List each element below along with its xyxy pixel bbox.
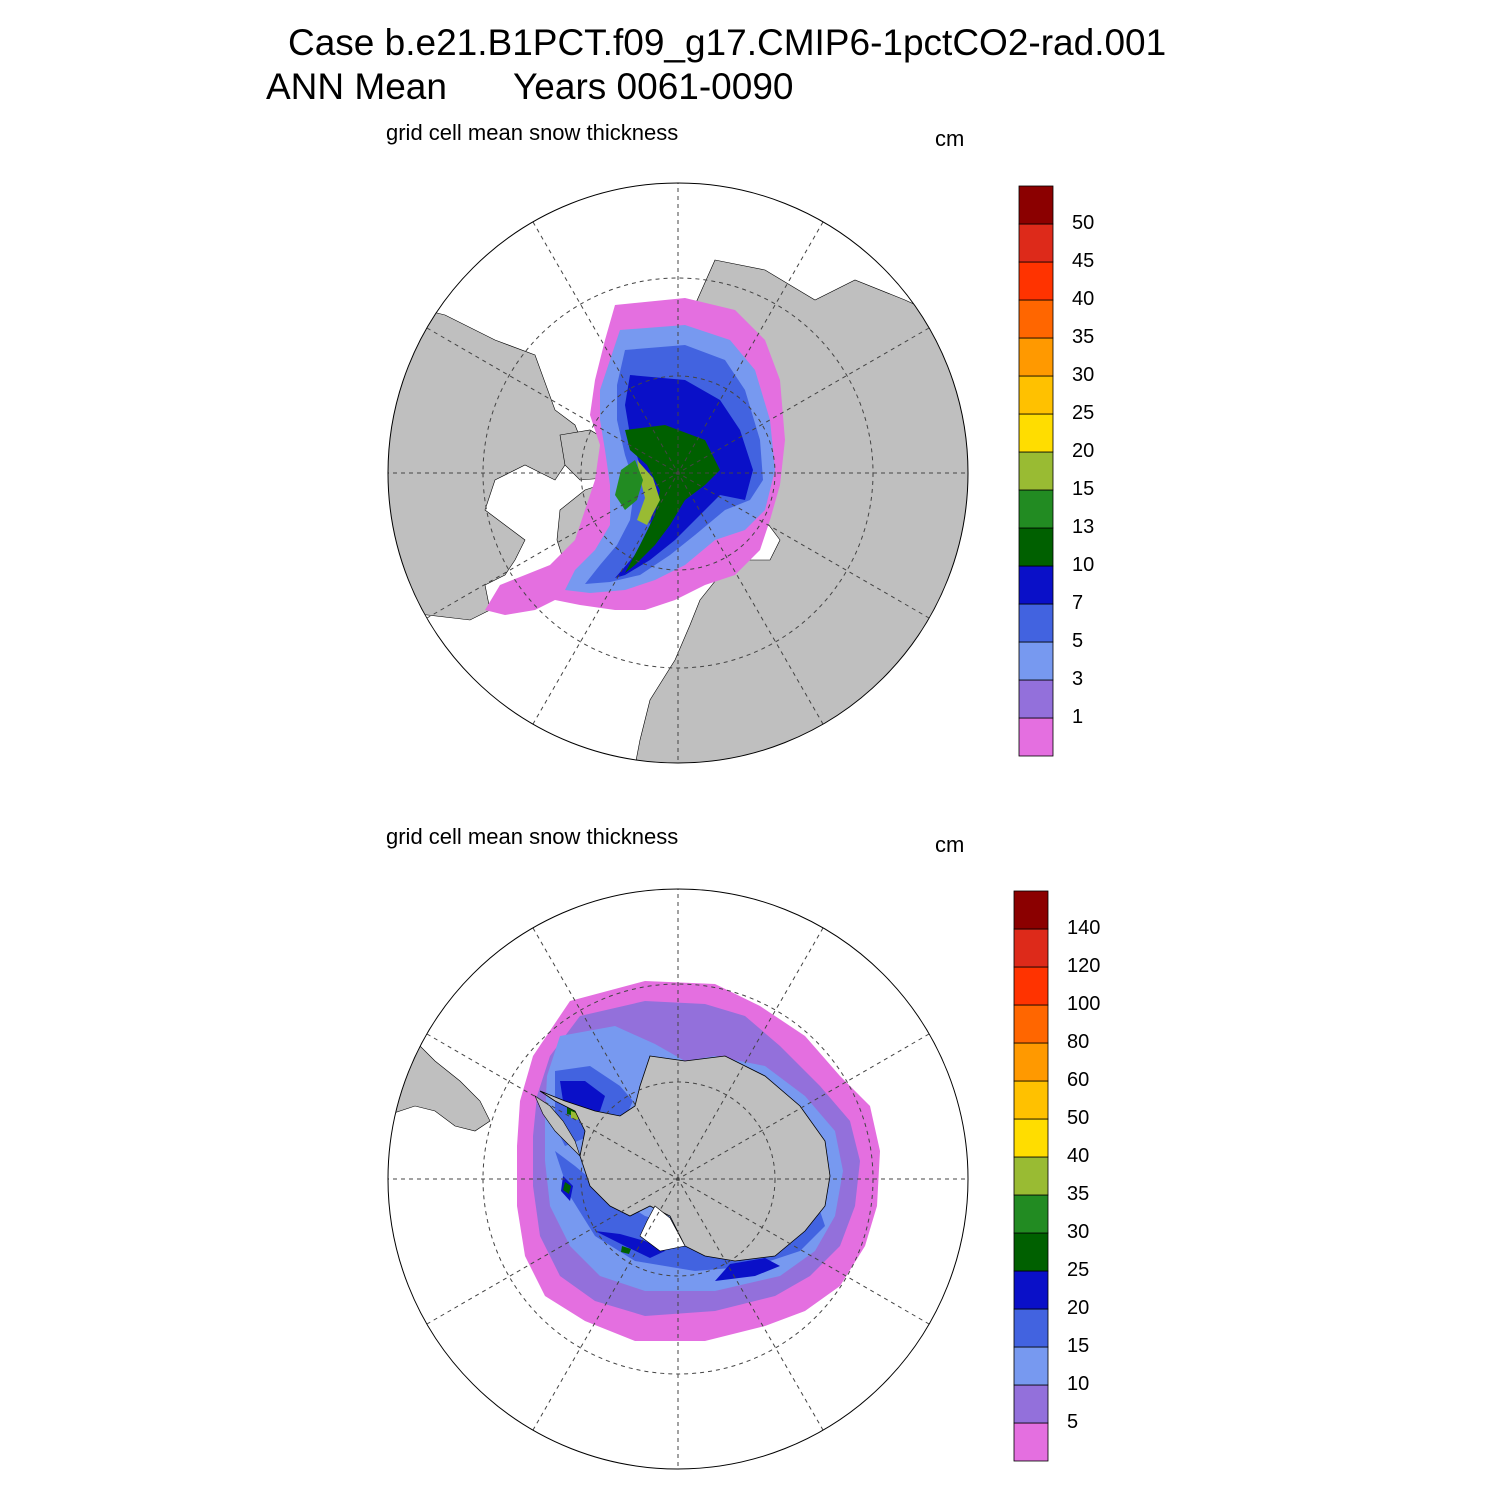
colorbar-label-1: 1 bbox=[1072, 706, 1084, 728]
colorbar-label-20: 20 bbox=[1067, 1297, 1090, 1319]
colorbar-label-140: 140 bbox=[1067, 917, 1101, 939]
south-colorbar bbox=[1013, 890, 1049, 1462]
colorbar-swatch-12 bbox=[1018, 261, 1054, 301]
colorbar-label-10: 10 bbox=[1067, 1373, 1090, 1395]
colorbar-label-45: 45 bbox=[1072, 250, 1095, 272]
colorbar-label-5: 5 bbox=[1072, 630, 1084, 652]
north-colorbar bbox=[1018, 185, 1054, 757]
colorbar-swatch-8 bbox=[1013, 1118, 1049, 1158]
colorbar-swatch-1 bbox=[1018, 679, 1054, 719]
colorbar-label-20: 20 bbox=[1072, 440, 1095, 462]
colorbar-swatch-2 bbox=[1013, 1346, 1049, 1386]
colorbar-swatch-14 bbox=[1013, 890, 1049, 930]
colorbar-label-40: 40 bbox=[1067, 1145, 1090, 1167]
colorbar-swatch-5 bbox=[1018, 527, 1054, 567]
north-america-land bbox=[388, 299, 586, 621]
colorbar-label-10: 10 bbox=[1072, 554, 1095, 576]
colorbar-label-60: 60 bbox=[1067, 1069, 1090, 1091]
colorbar-label-120: 120 bbox=[1067, 955, 1101, 977]
colorbar-label-35: 35 bbox=[1072, 326, 1095, 348]
colorbar-label-5: 5 bbox=[1067, 1411, 1079, 1433]
snow-band-10 bbox=[625, 425, 720, 573]
colorbar-swatch-10 bbox=[1018, 337, 1054, 377]
colorbar-label-30: 30 bbox=[1072, 364, 1095, 386]
colorbar-label-7: 7 bbox=[1072, 592, 1084, 614]
colorbar-swatch-13 bbox=[1018, 223, 1054, 263]
colorbar-swatch-9 bbox=[1018, 375, 1054, 415]
colorbar-swatch-3 bbox=[1013, 1308, 1049, 1348]
colorbar-swatch-5 bbox=[1013, 1232, 1049, 1272]
colorbar-swatch-4 bbox=[1013, 1270, 1049, 1310]
colorbar-swatch-11 bbox=[1018, 299, 1054, 339]
antarctic-polar-map bbox=[387, 888, 969, 1470]
colorbar-swatch-6 bbox=[1013, 1194, 1049, 1234]
south-units-label: cm bbox=[935, 832, 965, 857]
colorbar-label-25: 25 bbox=[1072, 402, 1095, 424]
colorbar-swatch-3 bbox=[1018, 603, 1054, 643]
years-label: Years 0061-0090 bbox=[513, 66, 794, 107]
colorbar-swatch-7 bbox=[1013, 1156, 1049, 1196]
colorbar-swatch-1 bbox=[1013, 1384, 1049, 1424]
colorbar-swatch-12 bbox=[1013, 966, 1049, 1006]
ross-ice-shelf bbox=[639, 1205, 686, 1252]
colorbar-swatch-7 bbox=[1018, 451, 1054, 491]
snow-band-25 bbox=[560, 1081, 780, 1281]
south-graticule bbox=[388, 889, 968, 1469]
colorbar-swatch-6 bbox=[1018, 489, 1054, 529]
colorbar-label-50: 50 bbox=[1072, 212, 1095, 234]
colorbar-swatch-0 bbox=[1018, 717, 1054, 757]
case-title: Case b.e21.B1PCT.f09_g17.CMIP6-1pctCO2-r… bbox=[288, 22, 1167, 63]
colorbar-swatch-8 bbox=[1018, 413, 1054, 453]
colorbar-label-25: 25 bbox=[1067, 1259, 1090, 1281]
colorbar-label-100: 100 bbox=[1067, 993, 1101, 1015]
colorbar-label-15: 15 bbox=[1072, 478, 1095, 500]
colorbar-label-13: 13 bbox=[1072, 516, 1095, 538]
antarctic-peninsula bbox=[534, 1095, 581, 1157]
colorbar-label-30: 30 bbox=[1067, 1221, 1090, 1243]
colorbar-label-50: 50 bbox=[1067, 1107, 1090, 1129]
colorbar-label-15: 15 bbox=[1067, 1335, 1090, 1357]
colorbar-swatch-0 bbox=[1013, 1422, 1049, 1462]
colorbar-swatch-11 bbox=[1013, 1004, 1049, 1044]
colorbar-label-40: 40 bbox=[1072, 288, 1095, 310]
north-units-label: cm bbox=[935, 126, 965, 151]
colorbar-swatch-9 bbox=[1013, 1080, 1049, 1120]
colorbar-swatch-13 bbox=[1013, 928, 1049, 968]
colorbar-label-35: 35 bbox=[1067, 1183, 1090, 1205]
arctic-polar-map bbox=[387, 182, 969, 764]
colorbar-swatch-10 bbox=[1013, 1042, 1049, 1082]
colorbar-swatch-2 bbox=[1018, 641, 1054, 681]
colorbar-label-80: 80 bbox=[1067, 1031, 1090, 1053]
south-panel-title: grid cell mean snow thickness bbox=[386, 824, 679, 849]
period-label: ANN Mean bbox=[266, 66, 447, 107]
north-graticule bbox=[388, 183, 968, 763]
north-panel-title: grid cell mean snow thickness bbox=[386, 120, 679, 145]
antarctica-land bbox=[539, 1055, 831, 1262]
snow-band-15 bbox=[637, 460, 660, 525]
colorbar-swatch-4 bbox=[1018, 565, 1054, 605]
colorbar-label-3: 3 bbox=[1072, 668, 1084, 690]
colorbar-swatch-14 bbox=[1018, 185, 1054, 225]
